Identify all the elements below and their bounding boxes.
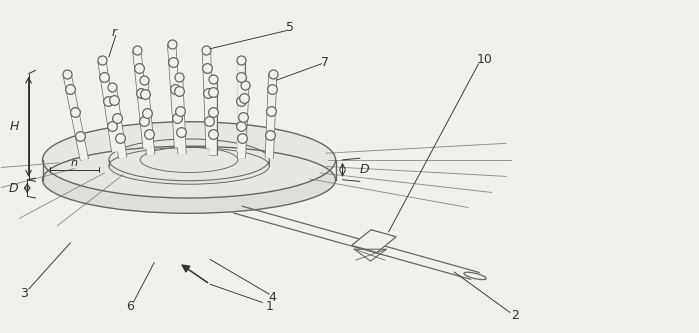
Bar xyxy=(352,230,396,252)
Ellipse shape xyxy=(464,272,487,280)
Text: 1: 1 xyxy=(266,300,273,313)
Text: D: D xyxy=(360,163,370,176)
Text: h: h xyxy=(71,158,78,167)
Ellipse shape xyxy=(43,122,336,198)
Text: 5: 5 xyxy=(286,21,294,34)
Text: 2: 2 xyxy=(512,309,519,322)
Ellipse shape xyxy=(43,146,336,213)
Text: 3: 3 xyxy=(20,287,29,300)
Text: D: D xyxy=(8,181,18,194)
Text: r: r xyxy=(111,26,116,39)
Text: 6: 6 xyxy=(126,300,134,313)
Text: 10: 10 xyxy=(476,53,492,66)
Text: H: H xyxy=(10,120,20,133)
Text: 7: 7 xyxy=(321,56,329,69)
Text: 4: 4 xyxy=(269,291,277,304)
